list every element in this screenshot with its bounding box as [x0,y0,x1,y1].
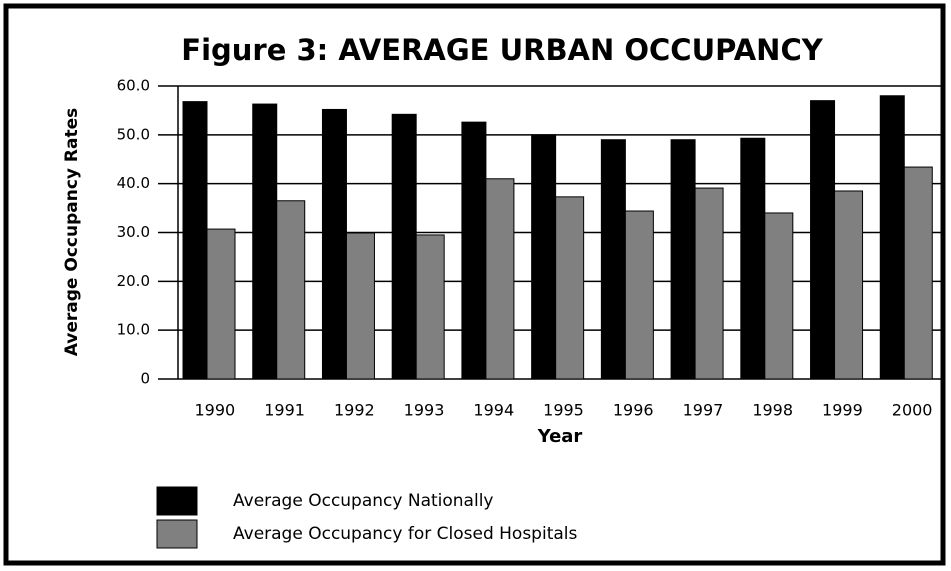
x-tick-label: 1997 [683,401,724,420]
y-tick-label: 0 [140,370,150,388]
x-tick-label: 1993 [404,401,445,420]
frame [3,3,946,566]
y-tick-label: 30.0 [117,223,150,241]
bar [485,178,515,380]
bar [206,228,236,380]
bar [415,234,445,380]
x-tick-label: 2000 [892,401,933,420]
y-tick-label: 10.0 [117,321,150,339]
bar [555,196,585,380]
bar [252,103,278,380]
bar [834,190,864,380]
legend-swatch [156,519,198,549]
x-tick-label: 1998 [752,401,793,420]
bar [461,121,487,380]
legend-label: Average Occupancy Nationally [233,491,493,511]
y-tick-label: 40.0 [117,174,150,192]
bar [903,166,933,380]
bar [879,95,905,380]
bar [600,139,626,380]
chart-title: Figure 3: AVERAGE URBAN OCCUPANCY [181,33,823,67]
bar [740,137,766,380]
legend-label: Average Occupancy for Closed Hospitals [233,524,578,544]
bar [670,139,696,380]
x-tick-label: 1995 [543,401,584,420]
x-tick-label: 1992 [334,401,375,420]
bar [764,212,794,380]
x-axis-label: Year [537,426,583,447]
legend-swatch [156,486,198,516]
x-tick-label: 1994 [473,401,514,420]
y-tick-label: 60.0 [117,77,150,95]
x-tick-label: 1991 [264,401,305,420]
bar [624,210,654,380]
x-tick-label: 1996 [613,401,654,420]
x-tick-label: 1999 [822,401,863,420]
x-tick-label: 1990 [195,401,236,420]
y-tick-label: 20.0 [117,272,150,290]
bar [182,101,208,380]
bar [531,134,557,380]
bar [321,108,347,380]
y-tick-label: 50.0 [117,125,150,143]
bar [810,100,836,380]
y-axis-label: Average Occupancy Rates [62,108,82,357]
bar [276,200,306,380]
bar [345,232,375,380]
bar [694,187,724,380]
bar [391,113,417,380]
